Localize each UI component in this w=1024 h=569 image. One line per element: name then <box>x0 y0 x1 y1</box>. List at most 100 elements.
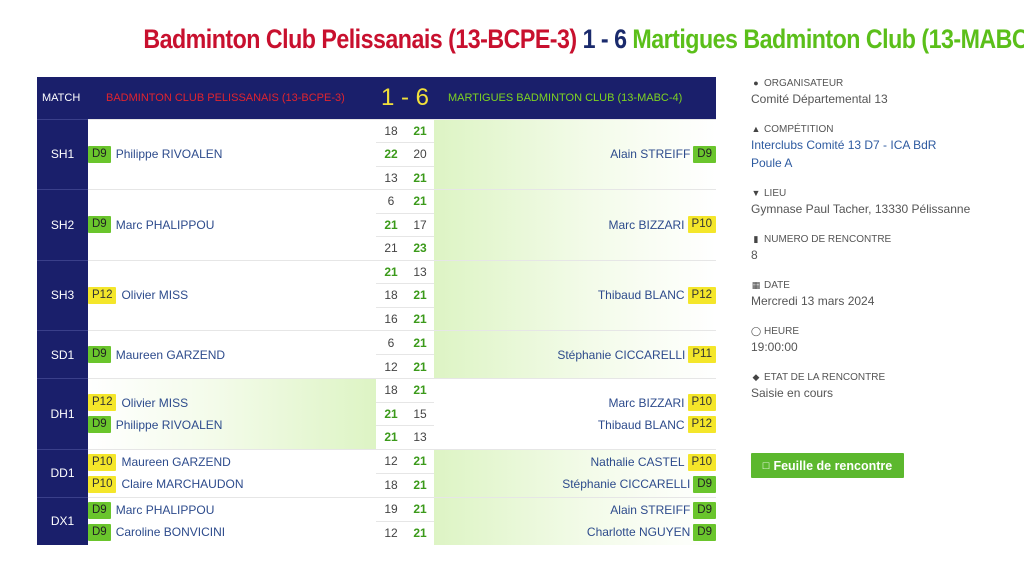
home-player: P12 Olivier MISS <box>88 392 376 414</box>
set-score-home: 19 <box>376 496 406 521</box>
match-set-row: SH2 D9 Marc PHALIPPOU 6 21 Marc BIZZARI P10 <box>37 189 716 260</box>
set-score-away: 20 <box>406 142 434 166</box>
heure-block: ◯ HEURE 19:00:00 <box>751 324 1011 356</box>
away-players-cell: Alain STREIFF D9 <box>434 118 716 190</box>
numero-block: ▮ NUMERO DE RENCONTRE 8 <box>751 232 1011 264</box>
home-player: P10 Maureen GARZEND <box>88 451 376 473</box>
player-name-link[interactable]: Alain STREIFF <box>610 503 691 518</box>
rank-badge: P10 <box>687 216 716 234</box>
title-home-team: Badminton Club Pelissanais (13-BCPE-3) <box>143 24 577 54</box>
home-player: D9 Maureen GARZEND <box>88 344 376 366</box>
feuille-de-rencontre-button[interactable]: □ Feuille de rencontre <box>751 453 904 478</box>
match-set-row: 12 21 <box>37 354 716 379</box>
rank-badge: D9 <box>693 145 716 163</box>
player-name-link[interactable]: Stéphanie CICCARELLI <box>562 477 691 491</box>
set-score-away: 17 <box>406 212 434 237</box>
set-score-home: 22 <box>376 142 406 166</box>
home-player: P12 Olivier MISS <box>88 284 376 306</box>
player-name-link[interactable]: Olivier MISS <box>121 288 189 303</box>
set-score-home: 21 <box>376 401 406 426</box>
away-player: Alain STREIFF D9 <box>434 143 716 165</box>
player-name-link[interactable]: Olivier MISS <box>121 395 189 410</box>
bookmark-icon: ▮ <box>753 234 759 244</box>
set-score-home: 18 <box>376 472 406 497</box>
match-set-row: 22 20 <box>37 142 716 166</box>
player-name-link[interactable]: Alain STREIFF <box>610 147 691 162</box>
match-set-row: 21 23 <box>37 236 716 260</box>
home-players-cell: P12 Olivier MISS <box>88 259 376 331</box>
match-set-row: SD1 D9 Maureen GARZEND 6 21 Stéphanie CICCARE… <box>37 330 716 379</box>
away-players-cell: Nathalie CASTEL P10 Stéphanie CICCARELLI D9 <box>434 448 716 497</box>
player-name-link[interactable]: Nathalie CASTEL <box>590 455 685 469</box>
organisateur-block: ● ORGANISATEUR Comité Départemental 13 <box>751 76 1011 108</box>
rank-badge: D9 <box>88 346 111 363</box>
set-score-away: 21 <box>406 283 434 307</box>
player-name-link[interactable]: Maureen GARZEND <box>115 347 226 362</box>
player-name-link[interactable]: Caroline BONVICINI <box>115 525 226 540</box>
home-players-cell: D9 Marc PHALIPPOU D9 Caroline BONVICINI <box>88 496 376 545</box>
users-icon: ● <box>753 78 759 88</box>
page-title: Badminton Club Pelissanais (13-BCPE-3) 1… <box>143 21 1024 61</box>
home-players-cell: D9 Philippe RIVOALEN <box>88 118 376 190</box>
match-set-row: DD1 P10 Maureen GARZEND P10 Claire MARCHAUDO… <box>37 448 716 497</box>
away-players-cell: Alain STREIFF D9 Charlotte NGUYEN D9 <box>434 496 716 545</box>
player-name-link[interactable]: Marc PHALIPPOU <box>115 503 215 518</box>
match-set-row: 21 15 <box>37 401 716 426</box>
away-player: Charlotte NGUYEN D9 <box>434 521 716 543</box>
set-score-home: 18 <box>376 378 406 402</box>
set-score-home: 13 <box>376 165 406 190</box>
rank-badge: D9 <box>88 501 111 519</box>
rank-badge: P12 <box>687 286 716 304</box>
rank-badge: D9 <box>693 523 716 541</box>
player-name-link[interactable]: Maureen GARZEND <box>121 455 231 469</box>
player-name-link[interactable]: Philippe RIVOALEN <box>115 147 223 162</box>
heure-label: HEURE <box>764 325 800 337</box>
match-code: SH3 <box>37 259 88 331</box>
match-table: MATCH BADMINTON CLUB PELISSANAIS (13-BCP… <box>37 77 716 545</box>
set-score-home: 21 <box>376 212 406 237</box>
player-name-link[interactable]: Philippe RIVOALEN <box>115 417 223 432</box>
player-name-link[interactable]: Marc BIZZARI <box>608 395 685 410</box>
set-score-home: 21 <box>376 236 406 260</box>
home-player: D9 Philippe RIVOALEN <box>88 143 376 165</box>
set-score-away: 21 <box>406 306 434 331</box>
date-label: DATE <box>764 279 790 291</box>
numero-value: 8 <box>751 248 758 262</box>
home-player: D9 Marc PHALIPPOU <box>88 499 376 521</box>
set-score-away: 23 <box>406 236 434 260</box>
set-score-home: 18 <box>376 283 406 307</box>
player-name-link[interactable]: Stéphanie CICCARELLI <box>557 347 686 362</box>
rank-badge: D9 <box>88 145 111 163</box>
match-code: DH1 <box>37 378 88 449</box>
set-score-away: 21 <box>406 472 434 497</box>
set-score-home: 18 <box>376 118 406 143</box>
date-block: ▦ DATE Mercredi 13 mars 2024 <box>751 278 1011 310</box>
competition-block: ▲ COMPÉTITION Interclubs Comité 13 D7 - I… <box>751 122 1011 172</box>
match-code: DD1 <box>37 448 88 497</box>
player-name-link[interactable]: Thibaud BLANC <box>597 288 685 303</box>
away-player: Nathalie CASTEL P10 <box>434 451 716 473</box>
away-player: Stéphanie CICCARELLI P11 <box>434 344 716 366</box>
poule-link[interactable]: Poule A <box>751 156 793 170</box>
player-name-link[interactable]: Claire MARCHAUDON <box>121 477 244 491</box>
trophy-icon: ▲ <box>751 124 761 134</box>
match-set-row: SH1 D9 Philippe RIVOALEN 18 21 Alain STREIFF D… <box>37 118 716 190</box>
match-code: SH2 <box>37 189 88 260</box>
match-set-row: 16 21 <box>37 306 716 331</box>
title-away-team: Martigues Badminton Club (13-MABC-4) <box>632 24 1024 54</box>
match-set-row: DH1 P12 Olivier MISS D9 Philippe RIVOALEN 18 2… <box>37 378 716 449</box>
rank-badge: P12 <box>88 286 117 304</box>
match-set-row: 21 13 <box>37 425 716 449</box>
player-name-link[interactable]: Marc PHALIPPOU <box>115 217 215 232</box>
etat-block: ◆ ETAT DE LA RENCONTRE Saisie en cours <box>751 370 1011 402</box>
match-body: SH1 D9 Philippe RIVOALEN 18 21 Alain STREIFF D… <box>37 118 716 545</box>
player-name-link[interactable]: Marc BIZZARI <box>608 217 685 232</box>
heure-value: 19:00:00 <box>751 340 798 354</box>
player-name-link[interactable]: Thibaud BLANC <box>597 417 685 432</box>
numero-label: NUMERO DE RENCONTRE <box>764 233 892 245</box>
home-player: P10 Claire MARCHAUDON <box>88 473 376 495</box>
lieu-block: ▼ LIEU Gymnase Paul Tacher, 13330 Pélissa… <box>751 186 1011 218</box>
player-name-link[interactable]: Charlotte NGUYEN <box>586 525 691 540</box>
home-player: D9 Marc PHALIPPOU <box>88 214 376 236</box>
competition-link[interactable]: Interclubs Comité 13 D7 - ICA BdR <box>751 138 937 152</box>
